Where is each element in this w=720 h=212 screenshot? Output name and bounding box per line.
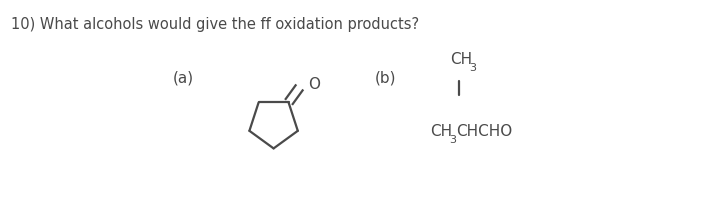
Text: 3: 3 xyxy=(449,135,456,145)
Text: (b): (b) xyxy=(374,71,396,86)
Text: O: O xyxy=(308,77,320,92)
Text: CH: CH xyxy=(431,124,453,139)
Text: CH: CH xyxy=(450,52,472,67)
Text: CHCHO: CHCHO xyxy=(456,124,512,139)
Text: 10) What alcohols would give the ff oxidation products?: 10) What alcohols would give the ff oxid… xyxy=(11,17,419,32)
Text: 3: 3 xyxy=(469,63,476,73)
Text: (a): (a) xyxy=(173,71,194,86)
